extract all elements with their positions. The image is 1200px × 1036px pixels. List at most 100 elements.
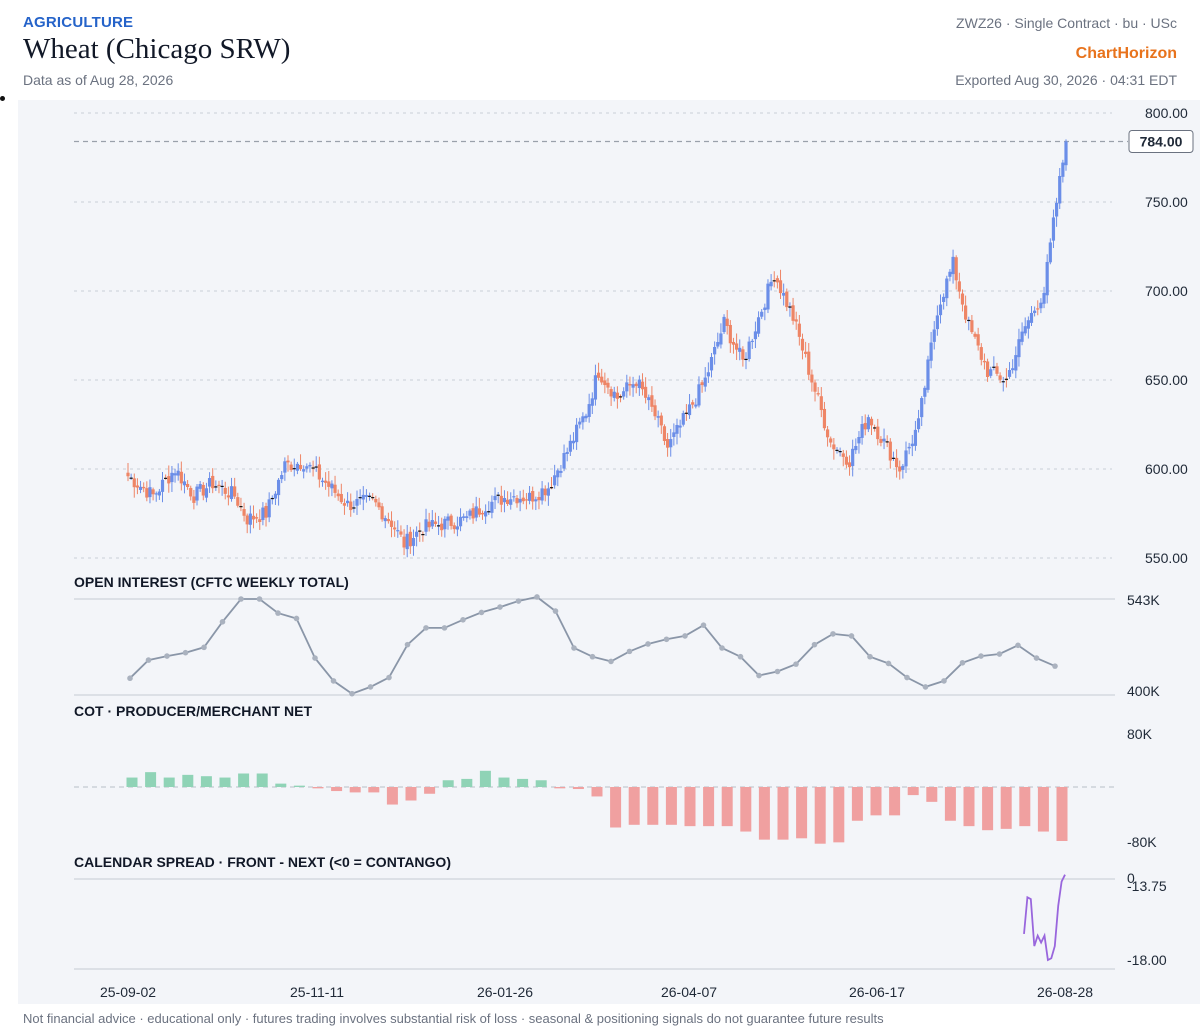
candle-body	[578, 421, 582, 425]
brand-logo[interactable]: ChartHorizon	[1075, 45, 1177, 62]
candle-body	[1054, 202, 1059, 217]
cot-bar	[572, 787, 584, 790]
candle-body	[703, 377, 707, 387]
marker-dot	[0, 96, 5, 101]
candle-body	[728, 324, 732, 344]
candle-body	[885, 441, 889, 443]
cot-bar	[740, 787, 752, 832]
candle-body	[1026, 320, 1030, 329]
spread-panel-title: CALENDAR SPREAD · FRONT - NEXT (<0 = CON…	[74, 854, 451, 870]
oi-point	[534, 594, 540, 600]
oi-point	[201, 644, 207, 651]
cot-bar	[349, 787, 361, 793]
candle-body	[1007, 370, 1012, 377]
candle-body	[207, 478, 212, 487]
candle-body	[477, 508, 481, 515]
candle-body	[314, 466, 318, 468]
candle-body	[396, 530, 400, 532]
candle-body	[747, 341, 751, 360]
cot-bar	[926, 787, 938, 802]
candle-body	[408, 531, 412, 547]
candle-body	[1017, 339, 1021, 358]
x-tick-label: 26-01-26	[477, 984, 533, 1000]
cot-bar	[368, 787, 380, 793]
candle-body	[637, 379, 641, 389]
candle-body	[468, 510, 472, 516]
cot-bar	[1037, 787, 1049, 832]
candle-body	[998, 375, 1002, 380]
oi-point	[645, 641, 651, 647]
cot-bar	[424, 787, 436, 794]
oi-point	[164, 653, 170, 659]
spread-series-line	[1023, 874, 1066, 962]
cot-bar	[647, 787, 659, 825]
candle-body	[841, 453, 845, 457]
candle-body	[1042, 292, 1046, 304]
candle-body	[327, 481, 331, 487]
candle-body	[606, 382, 610, 388]
candle-body	[556, 470, 560, 478]
candle-body	[731, 341, 736, 345]
candle-body	[1036, 308, 1040, 310]
candle-body	[797, 323, 801, 337]
candle-body	[681, 413, 685, 425]
candle-body	[587, 404, 591, 417]
oi-point	[885, 660, 892, 667]
spread-y-tick-label: 0	[1127, 870, 1135, 886]
candle-body	[415, 531, 419, 537]
candle-body	[186, 483, 190, 488]
candle-body	[882, 438, 886, 442]
candle-body	[421, 533, 425, 536]
candle-body	[521, 497, 525, 502]
candle-body	[233, 486, 237, 497]
oi-point	[848, 633, 855, 639]
cot-bar	[312, 787, 324, 789]
candle-body	[248, 513, 252, 525]
candle-body	[427, 521, 431, 528]
candle-body	[512, 496, 516, 498]
candle-body	[625, 382, 629, 392]
candle-body	[879, 439, 883, 443]
candle-body	[964, 305, 968, 320]
oi-point	[460, 617, 466, 623]
candle-body	[600, 376, 604, 383]
oi-point	[978, 653, 984, 659]
candle-body	[214, 486, 218, 488]
cot-bar	[331, 787, 343, 792]
candle-body	[575, 424, 579, 443]
candle-body	[700, 382, 704, 386]
candle-body	[292, 468, 296, 470]
candle-body	[562, 453, 566, 469]
cot-bar	[796, 787, 808, 839]
cot-bar	[1000, 787, 1012, 829]
oi-point	[552, 608, 559, 614]
candle-body	[691, 402, 695, 405]
candle-body	[1048, 242, 1052, 263]
candle-body	[518, 498, 522, 503]
candle-body	[132, 478, 136, 488]
oi-panel-title: OPEN INTEREST (CFTC WEEKLY TOTAL)	[74, 574, 349, 590]
candle-body	[844, 456, 849, 465]
price-y-tick-label: 600.00	[1145, 461, 1188, 477]
candle-body	[490, 501, 494, 513]
candle-body	[317, 464, 321, 480]
candle-body	[367, 495, 372, 497]
candle-body	[869, 418, 874, 426]
candle-body	[534, 499, 538, 502]
candle-body	[270, 497, 274, 500]
candle-body	[935, 315, 939, 330]
cot-bar	[610, 787, 622, 828]
candle-body	[791, 305, 795, 321]
candle-body	[399, 531, 403, 535]
oi-point	[811, 641, 818, 648]
candle-body	[628, 384, 632, 386]
cot-bar	[238, 773, 250, 787]
candle-body	[380, 506, 384, 520]
candle-body	[242, 509, 246, 516]
candle-body	[782, 292, 786, 296]
candle-body	[226, 495, 230, 498]
candle-body	[603, 380, 607, 386]
candle-body	[443, 518, 447, 530]
candle-body	[135, 485, 140, 488]
